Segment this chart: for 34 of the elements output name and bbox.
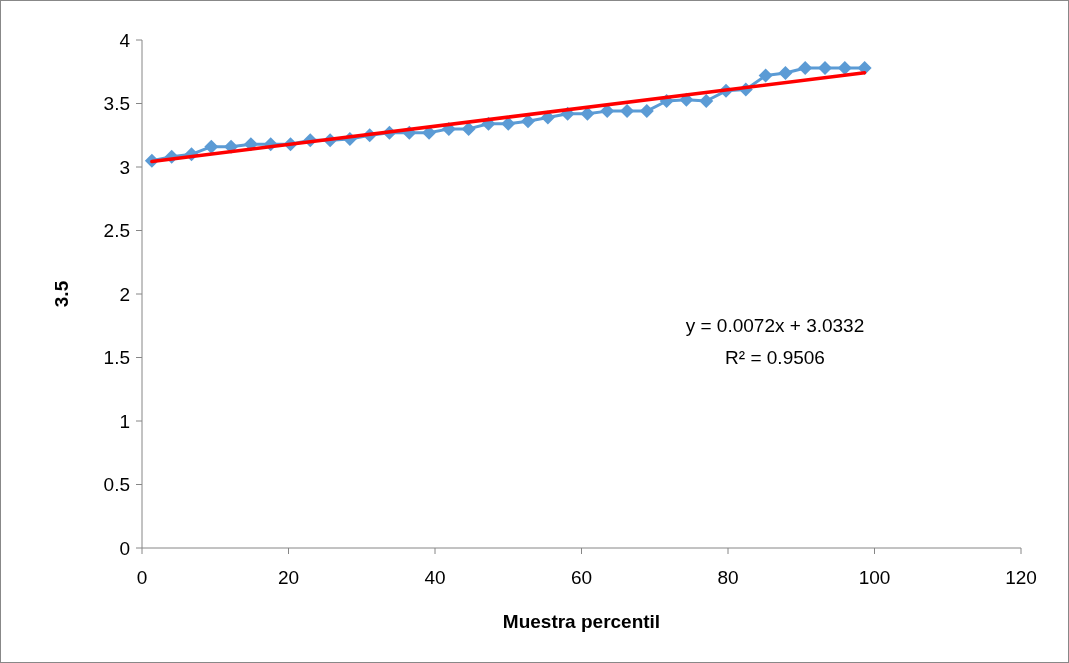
y-tick-label: 0 [119,537,130,559]
point [461,121,476,136]
annotation: R² = 0.9506 [725,347,825,368]
point [817,60,832,75]
point [204,139,219,154]
point [837,60,852,75]
point [699,93,714,108]
point [798,60,813,75]
point [521,114,536,129]
annotation: y = 0.0072x + 3.0332 [685,315,865,336]
y-tick-label: 4 [119,29,131,51]
y-tick-label: 3.5 [103,93,130,115]
y-axis-title: 3.5 [51,280,72,308]
y-tick-label: 0.5 [103,474,130,496]
x-tick-label: 20 [277,567,300,588]
y-tick-label: 2 [119,283,130,305]
point [639,104,654,119]
x-tick-label: 100 [858,567,891,588]
x-tick-label: 0 [136,567,148,588]
point [580,106,595,121]
y-tick-label: 1.5 [103,347,130,369]
point [501,116,516,131]
x-axis-title: Muestra percentil [502,611,661,632]
point [758,68,773,83]
point [600,104,615,119]
y-tick-label: 2.5 [103,220,130,242]
x-tick-label: 40 [424,567,446,588]
x-tick-label: 80 [717,567,739,588]
y-tick-label: 3 [119,156,130,178]
x-tick-label: 120 [1005,567,1037,588]
x-tick-label: 60 [570,567,593,588]
point [620,104,635,119]
point [778,66,793,81]
y-tick-label: 1 [119,410,130,432]
